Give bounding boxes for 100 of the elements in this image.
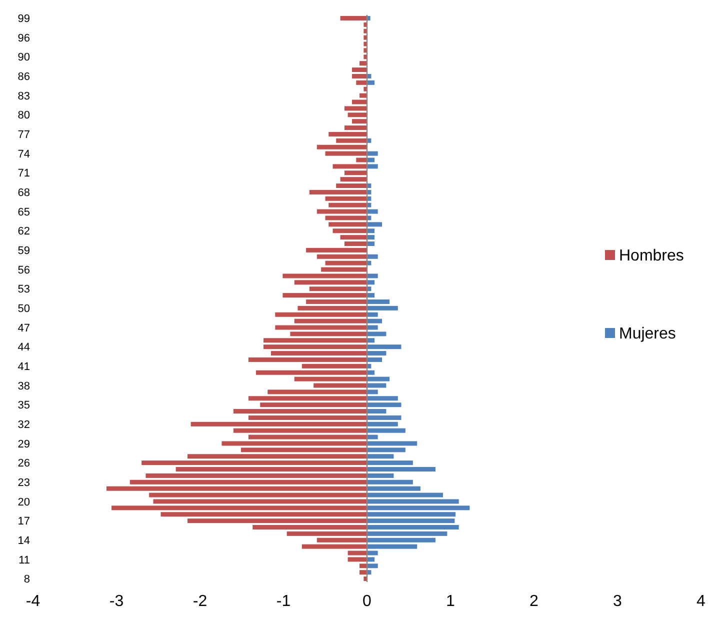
bar: [275, 312, 367, 317]
bar: [286, 531, 367, 536]
y-tick-label: 53: [18, 284, 30, 296]
bar: [248, 357, 367, 362]
bar: [316, 254, 367, 259]
bar: [332, 164, 367, 169]
legend-label: Hombres: [619, 248, 684, 265]
bar: [364, 576, 367, 582]
bar: [364, 86, 367, 92]
bar: [367, 351, 386, 356]
bar: [367, 390, 378, 394]
y-tick-label: 17: [18, 516, 30, 528]
bar: [340, 16, 367, 20]
x-tick-label: -1: [276, 593, 291, 610]
bar: [298, 306, 367, 310]
y-tick-label: 62: [18, 226, 30, 238]
bar: [367, 80, 375, 85]
bar: [367, 299, 390, 304]
bar: [367, 235, 375, 240]
bar: [367, 524, 459, 530]
bar: [270, 351, 367, 356]
bar: [367, 538, 436, 542]
bar: [364, 54, 367, 60]
y-tick-label: 65: [18, 206, 30, 218]
x-tick-label: -2: [192, 593, 208, 610]
x-tick-label: 1: [446, 593, 456, 610]
bar: [367, 312, 378, 317]
bar: [146, 473, 367, 478]
y-tick-label: 80: [18, 110, 30, 122]
bar: [260, 402, 367, 408]
bar: [328, 132, 367, 136]
y-tick-label: 68: [18, 187, 30, 200]
bar: [233, 409, 367, 414]
bar: [367, 428, 406, 433]
bar: [160, 512, 367, 517]
bar: [367, 454, 394, 459]
bar: [282, 293, 367, 298]
bar: [367, 228, 375, 234]
y-tick-label: 90: [18, 52, 30, 64]
bar: [316, 144, 367, 150]
bar: [352, 74, 367, 78]
y-tick-label: 44: [18, 342, 30, 354]
y-tick-label: 59: [18, 245, 30, 258]
bar: [302, 364, 367, 368]
bar: [111, 506, 367, 510]
y-tick-label: 35: [18, 400, 30, 412]
bar: [344, 170, 367, 176]
bar: [309, 190, 367, 194]
bar: [187, 518, 367, 524]
y-tick-label: 14: [18, 534, 30, 547]
bar: [332, 228, 367, 234]
bar: [367, 409, 386, 414]
bar: [364, 48, 367, 53]
bar: [367, 338, 375, 343]
bar: [302, 544, 367, 549]
bar: [248, 396, 367, 401]
bar: [325, 196, 367, 201]
bar: [190, 422, 367, 426]
bar: [367, 512, 456, 517]
bar: [367, 422, 398, 426]
bar: [325, 260, 367, 266]
bar: [348, 112, 367, 118]
bar: [364, 22, 367, 27]
y-tick-label: 38: [18, 380, 30, 392]
bar: [367, 254, 378, 259]
bar: [263, 338, 367, 343]
bar: [309, 286, 367, 292]
x-tick-label: -4: [26, 593, 40, 610]
x-tick-label: 4: [696, 593, 706, 610]
x-tick-label: -3: [109, 593, 124, 610]
bar: [336, 138, 367, 143]
bar: [340, 177, 367, 182]
bar: [367, 332, 386, 336]
x-tick-label: 2: [530, 593, 539, 610]
x-tick-label: 3: [613, 593, 622, 610]
y-tick-label: 99: [18, 13, 30, 26]
y-tick-label: 96: [18, 32, 30, 44]
bar: [252, 524, 367, 530]
x-tick-label: 0: [362, 593, 372, 610]
y-tick-label: 20: [18, 496, 30, 508]
y-tick-label: 32: [18, 418, 30, 431]
bar: [367, 460, 413, 466]
y-tick-label: 26: [18, 458, 30, 470]
bar: [367, 396, 398, 401]
y-tick-label: 29: [18, 438, 30, 450]
bar: [367, 518, 455, 524]
bar: [290, 332, 367, 336]
bar: [367, 357, 382, 362]
bar: [142, 460, 367, 466]
bar: [248, 415, 367, 420]
bar: [367, 164, 378, 169]
y-tick-label: 11: [18, 554, 30, 566]
bar: [233, 428, 367, 433]
bar: [294, 280, 367, 285]
bar: [364, 28, 367, 34]
bar: [359, 570, 367, 575]
y-tick-label: 56: [18, 264, 30, 276]
bar: [328, 202, 367, 208]
bar: [367, 480, 413, 484]
bar: [356, 80, 367, 85]
